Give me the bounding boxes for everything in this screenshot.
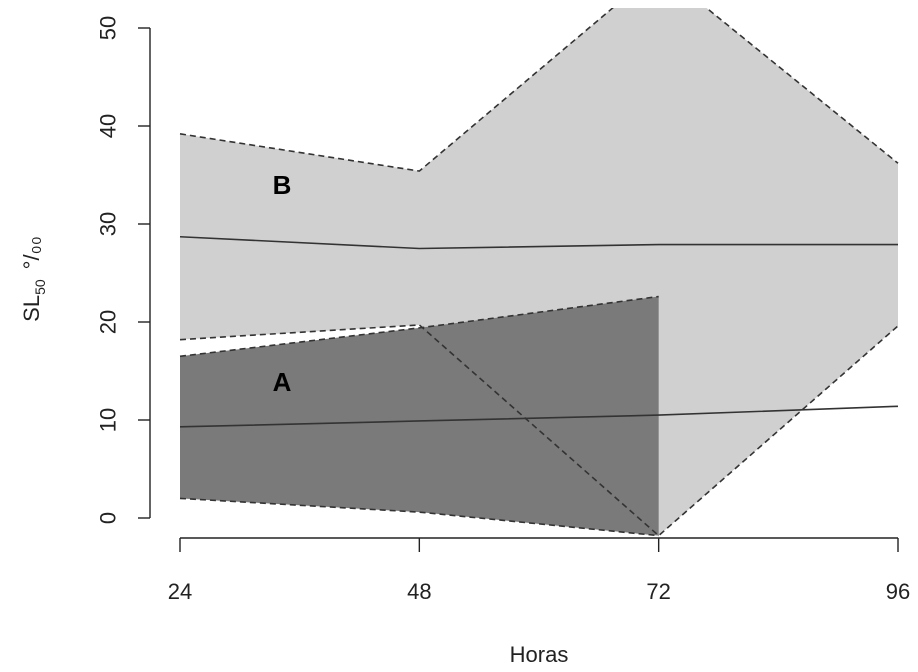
y-tick-label: 0: [96, 512, 121, 524]
series-a-line: [179, 405, 899, 428]
bands-layer: [180, 8, 898, 536]
x-tick-label: 96: [886, 579, 910, 604]
labels-layer: BA: [273, 170, 292, 397]
y-axis-title-unit: °/₀₀: [19, 236, 44, 269]
x-tick-label: 72: [646, 579, 670, 604]
y-tick-label: 40: [96, 114, 121, 138]
y-tick-label: 50: [96, 16, 121, 40]
band-a-lower-bound: [179, 497, 659, 537]
band-b: [180, 8, 898, 536]
y-axis-title: SL50 °/₀₀: [19, 236, 48, 322]
y-axis-title-subscript: 50: [32, 279, 48, 295]
band-a: [180, 296, 659, 536]
x-tick-label: 48: [407, 579, 431, 604]
band-b-upper-bound: [179, 8, 899, 172]
axes-layer: 0 10 20 30 40 50 24 48 72 96: [96, 16, 911, 604]
series-b-line: [179, 235, 898, 250]
lines-layer: [179, 8, 899, 537]
y-tick-label: 10: [96, 408, 121, 432]
series-label-b: B: [273, 170, 292, 200]
band-a-upper-bound: [179, 295, 659, 358]
y-tick-label: 30: [96, 212, 121, 236]
series-label-a: A: [273, 367, 292, 397]
y-axis-title-prefix: SL: [19, 295, 44, 322]
y-tick-label: 20: [96, 310, 121, 334]
x-tick-label: 24: [168, 579, 192, 604]
x-axis-title: Horas: [510, 642, 569, 667]
